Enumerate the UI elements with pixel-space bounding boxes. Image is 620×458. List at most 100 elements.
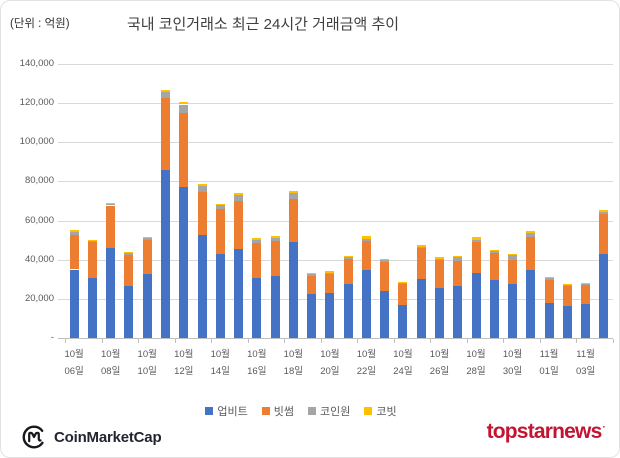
x-axis-tick — [65, 339, 66, 343]
bar-segment-코빗 — [124, 252, 134, 254]
bar-segment-코빗 — [343, 255, 353, 258]
bar-segment-업비트 — [252, 277, 262, 338]
legend-swatch — [364, 407, 373, 415]
bar-segment-코인원 — [234, 195, 244, 201]
x-axis-label: 10월 20일 — [320, 349, 340, 377]
bar-segment-빗썸 — [106, 205, 116, 248]
x-axis-label: 10월 08일 — [101, 349, 121, 377]
bar-segment-코빗 — [252, 237, 262, 240]
bar-segment-업비트 — [69, 269, 79, 338]
bar-segment-코빗 — [544, 276, 554, 279]
coinmarketcap-logo: CoinMarketCap — [21, 424, 162, 450]
x-axis-label: 10월 12일 — [174, 349, 194, 377]
bar-segment-코빗 — [234, 193, 244, 196]
bar-segment-업비트 — [526, 270, 536, 338]
legend-item-코인원: 코인원 — [308, 403, 350, 419]
bar-segment-빗썸 — [599, 214, 609, 255]
bar-segment-코빗 — [562, 283, 572, 285]
bar-segment-빗썸 — [270, 241, 280, 277]
bar-segment-코인원 — [361, 238, 371, 241]
bar-segment-코빗 — [453, 255, 463, 257]
bar-segment-코인원 — [398, 282, 408, 284]
bar-segment-업비트 — [508, 283, 518, 338]
y-axis-label: 120,000 — [19, 97, 54, 109]
y-axis-label: 140,000 — [19, 58, 54, 69]
unit-label: (단위 : 억원) — [10, 18, 70, 30]
y-axis-label: 60,000 — [24, 214, 54, 226]
y-axis-label: - — [50, 332, 54, 343]
bar-segment-빗썸 — [160, 98, 170, 170]
x-axis-tick — [357, 339, 359, 343]
bar-segment-빗썸 — [489, 252, 499, 280]
bar-segment-코빗 — [69, 229, 79, 232]
bar-segment-코인원 — [288, 193, 298, 200]
bar-segment-코빗 — [307, 273, 317, 275]
bar-segment-빗썸 — [361, 240, 371, 271]
bar-segment-업비트 — [343, 283, 353, 338]
bar-segment-업비트 — [106, 247, 116, 338]
legend-item-코빗: 코빗 — [364, 403, 397, 419]
bar-segment-코빗 — [599, 209, 609, 212]
bar-segment-업비트 — [581, 303, 591, 338]
bar-segment-코인원 — [106, 203, 116, 206]
legend-swatch — [261, 407, 270, 415]
bar-segment-업비트 — [471, 272, 481, 338]
bar-segment-코인원 — [124, 253, 134, 256]
bar-segment-코인원 — [562, 284, 572, 286]
x-axis-tick — [393, 339, 395, 343]
x-axis-tick — [211, 339, 213, 343]
bar-segment-빗썸 — [416, 247, 426, 280]
x-axis-label: 10월 30일 — [502, 349, 523, 377]
bar-segment-코인원 — [581, 283, 591, 285]
bar-segment-업비트 — [562, 305, 572, 338]
bar-segment-업비트 — [453, 285, 463, 338]
bar-segment-코인원 — [599, 211, 609, 215]
bar-segment-코빗 — [106, 202, 116, 204]
bar-segment-빗썸 — [179, 113, 189, 188]
bar-segment-업비트 — [434, 288, 444, 338]
bar-segment-코빗 — [398, 281, 408, 283]
legend-swatch — [308, 407, 316, 415]
bar-segment-업비트 — [160, 169, 170, 338]
x-axis-tick — [503, 339, 505, 343]
bar-segment-업비트 — [142, 273, 152, 338]
x-axis-tick — [576, 339, 578, 343]
x-axis-tick — [430, 339, 432, 343]
bar-segment-업비트 — [361, 270, 371, 338]
bar-segment-업비트 — [398, 304, 408, 338]
x-axis-tick — [466, 339, 468, 343]
bar-segment-업비트 — [124, 286, 134, 338]
bar-segment-코빗 — [508, 254, 518, 255]
bar-segment-빗썸 — [453, 261, 463, 286]
bar-segment-코빗 — [471, 236, 481, 240]
bar-segment-코빗 — [380, 258, 390, 260]
x-axis-tick — [320, 339, 322, 343]
bar-segment-코인원 — [343, 257, 353, 259]
bar-segment-코빗 — [361, 236, 371, 239]
gridline — [58, 259, 613, 261]
gridline — [58, 142, 613, 144]
topstarnews-logo: topstarnews· — [487, 420, 606, 444]
x-axis-label: 10월 24일 — [393, 349, 413, 377]
bar-segment-빗썸 — [234, 201, 244, 249]
bar-segment-코빗 — [197, 184, 207, 186]
y-axis-label: 80,000 — [24, 175, 54, 187]
bar-segment-코빗 — [489, 249, 499, 251]
bar-segment-코빗 — [288, 191, 298, 194]
bar-segment-빗썸 — [252, 243, 262, 278]
bar-segment-코인원 — [416, 246, 426, 248]
bar-segment-코빗 — [325, 271, 335, 273]
y-axis-label: 40,000 — [24, 253, 54, 265]
bar-segment-코인원 — [508, 255, 518, 260]
bar-segment-코인원 — [453, 256, 463, 262]
legend-label: 코빗 — [376, 406, 397, 418]
x-axis-label: 10월 28일 — [466, 349, 486, 377]
bar-segment-코인원 — [215, 205, 225, 210]
bar-segment-코빗 — [142, 237, 152, 239]
bar-segment-코인원 — [526, 233, 536, 237]
bar-segment-업비트 — [416, 279, 426, 338]
legend-label: 업비트 — [217, 406, 248, 418]
bar-segment-코빗 — [526, 230, 536, 234]
bar-segment-코인원 — [270, 238, 280, 242]
bar-segment-빗썸 — [343, 258, 353, 284]
